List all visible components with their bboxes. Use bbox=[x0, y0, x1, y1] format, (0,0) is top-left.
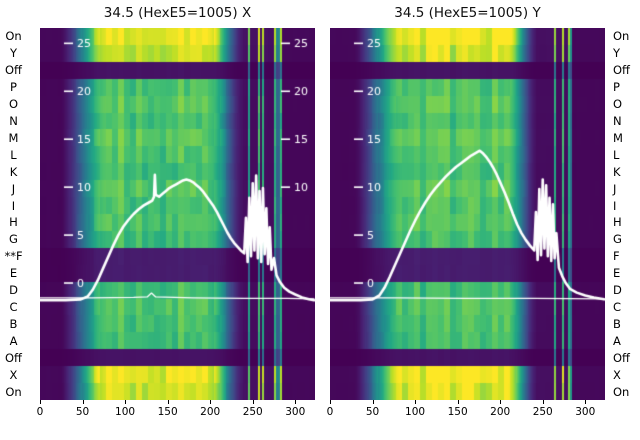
axis-row-label-right-h: H bbox=[613, 215, 622, 230]
axis-row-label-left-f: **F bbox=[4, 249, 23, 264]
axis-row-label-left-a: A bbox=[9, 333, 18, 348]
x-tick-mark bbox=[330, 400, 331, 404]
axis-row-label-right-off: Off bbox=[613, 350, 630, 365]
axis-row-label-right-c: C bbox=[613, 300, 622, 314]
x-tick-label: 300 bbox=[285, 406, 306, 418]
x-tick-mark bbox=[372, 400, 374, 404]
x-tick-label: 150 bbox=[157, 406, 178, 418]
axis-row-label-right-n: N bbox=[613, 114, 622, 128]
x-tick-label: 250 bbox=[242, 406, 263, 418]
axis-row-label-right-j: J bbox=[613, 181, 617, 196]
axis-row-label-right-k: K bbox=[613, 164, 621, 179]
axis-row-label-left-off: Off bbox=[5, 63, 22, 78]
axis-row-label-left-off: Off bbox=[5, 350, 22, 365]
axis-row-label-right-f: F bbox=[613, 249, 620, 264]
axis-row-label-left-y: Y bbox=[9, 46, 18, 61]
axis-row-label-left-g: G bbox=[9, 232, 18, 247]
x-tick-mark bbox=[500, 400, 502, 404]
axis-row-label-left-e: E bbox=[9, 266, 18, 281]
axis-row-label-left-on: On bbox=[5, 384, 22, 399]
axis-row-label-right-a: A bbox=[613, 333, 621, 348]
x-tick-label: 0 bbox=[36, 406, 44, 418]
axis-row-label-left-x: X bbox=[9, 367, 18, 382]
x-tick-mark bbox=[40, 400, 41, 404]
axis-row-label-right-p: P bbox=[613, 80, 620, 95]
axis-row-label-left-d: D bbox=[9, 283, 18, 298]
axis-row-label-right-i: I bbox=[613, 198, 617, 213]
x-tick-mark bbox=[585, 400, 587, 404]
x-tick-label: 50 bbox=[75, 406, 90, 418]
axis-row-label-right-d: D bbox=[613, 283, 622, 298]
axis-row-label-left-h: H bbox=[9, 215, 18, 230]
axis-row-label-right-o: O bbox=[613, 97, 623, 112]
chart-title-x: 34.5 (HexE5=1005) X bbox=[103, 5, 252, 21]
axis-row-label-left-n: N bbox=[9, 114, 18, 128]
axis-row-label-right-x: X bbox=[613, 367, 621, 382]
x-tick-label: 100 bbox=[115, 406, 136, 418]
x-tick-label: 200 bbox=[490, 406, 511, 418]
axis-row-label-left-i: I bbox=[11, 198, 16, 213]
x-tick-mark bbox=[125, 400, 127, 404]
axis-row-label-left-c: C bbox=[9, 300, 18, 314]
axis-row-label-left-on: On bbox=[5, 29, 22, 44]
axis-row-label-left-j: J bbox=[11, 181, 16, 196]
x-tick-label: 150 bbox=[447, 406, 468, 418]
x-tick-mark bbox=[210, 400, 212, 404]
x-tick-mark bbox=[167, 400, 169, 404]
x-tick-mark bbox=[457, 400, 459, 404]
axis-row-label-left-l: L bbox=[10, 147, 17, 162]
x-tick-mark bbox=[295, 400, 297, 404]
axis-row-label-right-b: B bbox=[613, 316, 621, 331]
axis-row-label-left-b: B bbox=[9, 316, 18, 331]
axis-row-label-right-l: L bbox=[613, 147, 620, 162]
x-tick-label: 0 bbox=[326, 406, 334, 418]
axis-row-label-right-e: E bbox=[613, 266, 621, 281]
axis-row-label-right-y: Y bbox=[613, 46, 621, 61]
axis-row-label-left-k: K bbox=[9, 164, 18, 179]
x-tick-label: 250 bbox=[532, 406, 553, 418]
axis-row-label-left-m: M bbox=[8, 130, 19, 145]
heatmap-plot-x bbox=[40, 28, 315, 400]
axis-row-label-right-m: M bbox=[613, 130, 623, 145]
axis-row-label-right-g: G bbox=[613, 232, 622, 247]
x-tick-mark bbox=[542, 400, 544, 404]
axis-row-label-right-off: Off bbox=[613, 63, 630, 78]
x-tick-label: 200 bbox=[200, 406, 221, 418]
axis-row-label-right-on: On bbox=[613, 29, 630, 44]
x-tick-mark bbox=[252, 400, 254, 404]
x-tick-mark bbox=[82, 400, 84, 404]
x-tick-label: 100 bbox=[405, 406, 426, 418]
heatmap-plot-y bbox=[330, 28, 605, 400]
x-tick-mark bbox=[415, 400, 417, 404]
axis-row-label-right-on: On bbox=[613, 384, 630, 399]
axis-row-label-left-o: O bbox=[8, 97, 19, 112]
chart-title-y: 34.5 (HexE5=1005) Y bbox=[394, 5, 541, 21]
x-tick-label: 300 bbox=[575, 406, 596, 418]
axis-row-label-left-p: P bbox=[10, 80, 17, 95]
x-tick-label: 50 bbox=[365, 406, 380, 418]
